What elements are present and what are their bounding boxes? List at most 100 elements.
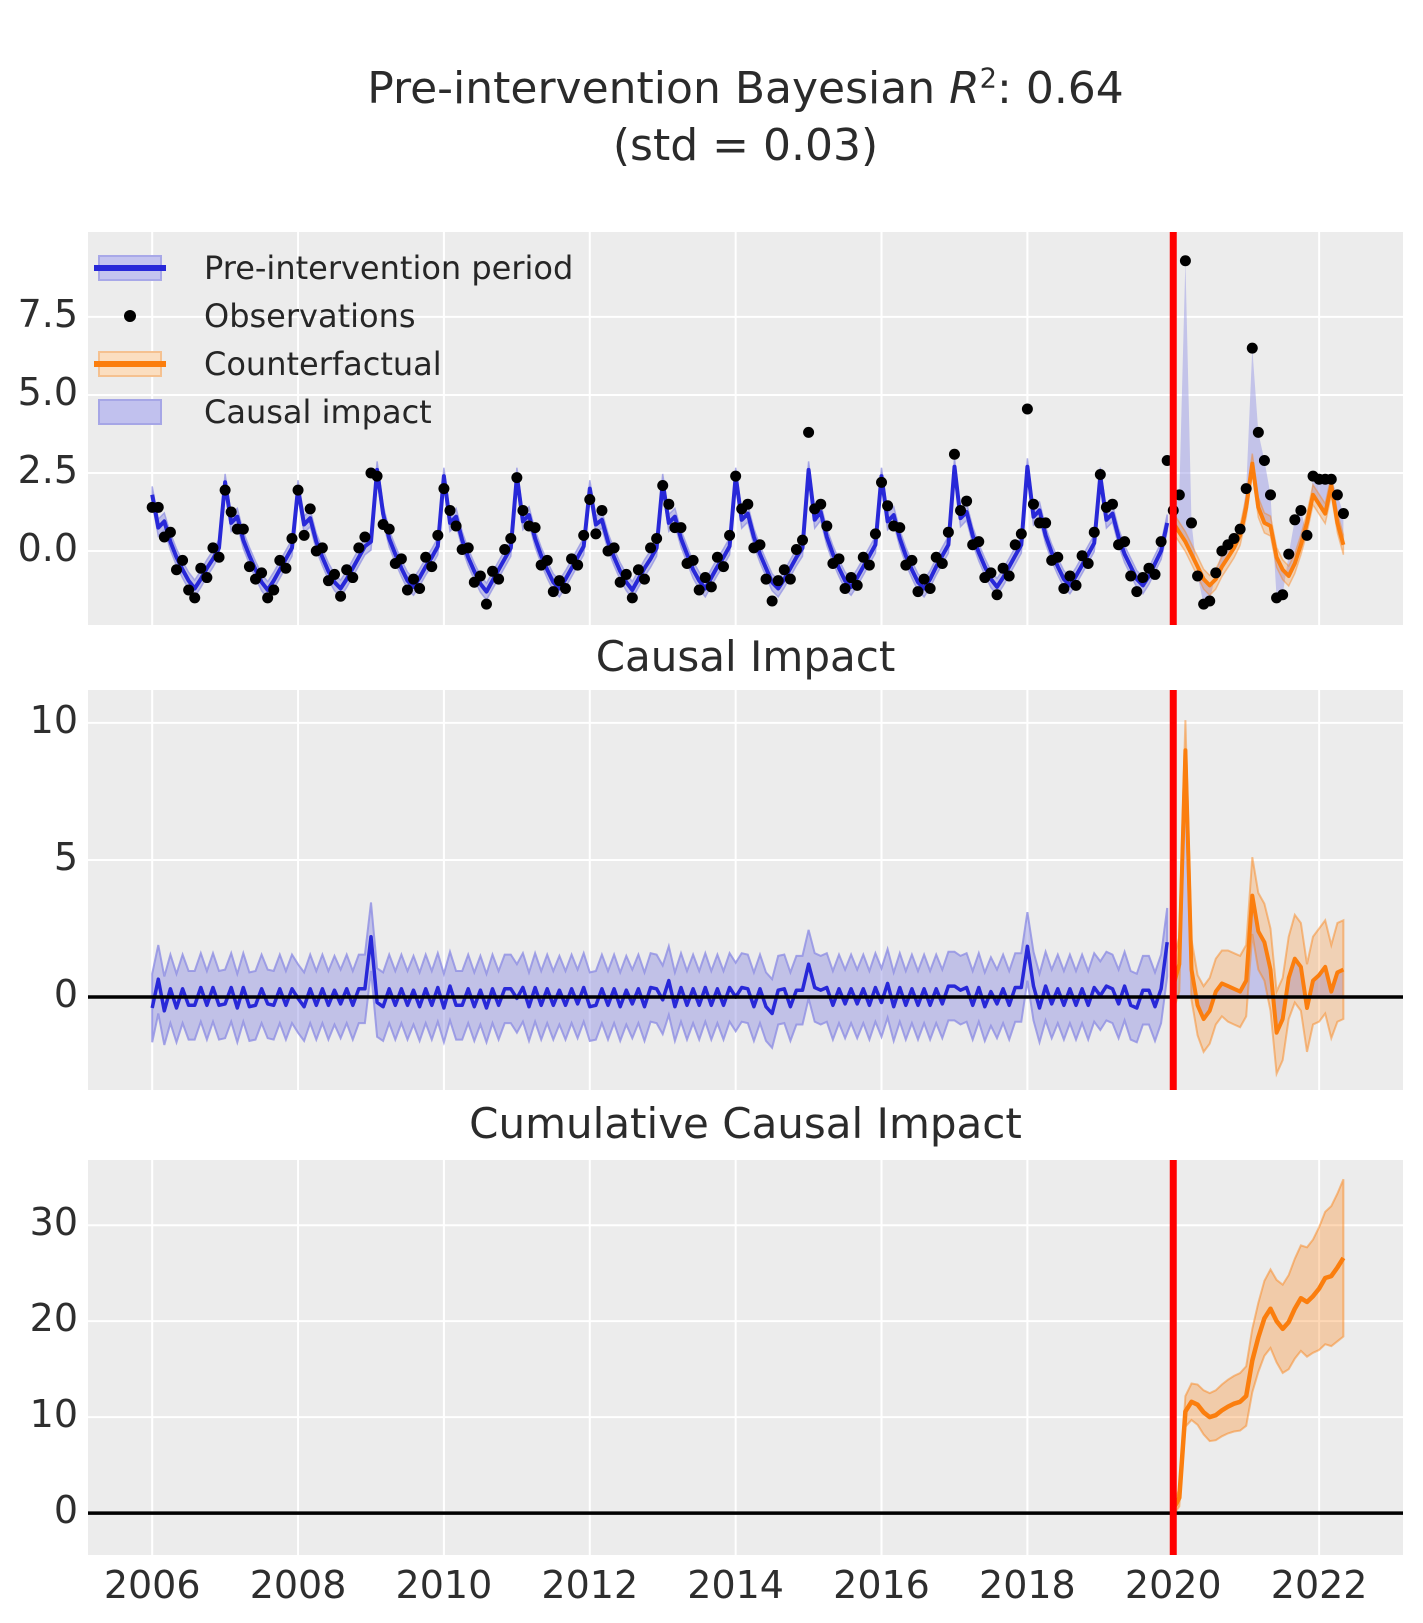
observation-dot bbox=[329, 568, 341, 580]
observation-dot bbox=[1070, 579, 1082, 591]
observation-dot bbox=[961, 495, 973, 507]
observation-dot bbox=[1021, 403, 1033, 415]
y-tick-label-top: 0.0 bbox=[17, 526, 78, 571]
observation-dot bbox=[383, 523, 395, 535]
blue-patch-swatch-icon bbox=[98, 399, 162, 425]
observation-dot bbox=[517, 504, 529, 516]
observation-dot bbox=[596, 504, 608, 516]
observation-dot bbox=[213, 551, 225, 563]
observation-dot bbox=[687, 554, 699, 566]
observation-dot bbox=[997, 562, 1009, 574]
observation-dot bbox=[371, 470, 383, 482]
y-tick-label-top: 7.5 bbox=[17, 291, 78, 336]
observation-dot bbox=[766, 595, 778, 607]
impact-line-post bbox=[1171, 748, 1345, 1035]
x-tick-label: 2016 bbox=[833, 1563, 930, 1607]
legend-item-pre-intervention: Pre-intervention period bbox=[94, 244, 573, 292]
observation-dot bbox=[894, 522, 906, 534]
cumulative-band bbox=[1172, 1178, 1345, 1519]
observation-dot bbox=[1179, 255, 1191, 267]
middle-panel-title: Causal Impact bbox=[595, 632, 896, 681]
observation-dot bbox=[973, 536, 985, 548]
orange-line-band-swatch-icon bbox=[94, 351, 166, 377]
bottom-panel-background bbox=[88, 1160, 1403, 1555]
observation-dot bbox=[839, 582, 851, 594]
observation-dot bbox=[1058, 582, 1070, 594]
observation-dot bbox=[1204, 595, 1216, 607]
observation-dot bbox=[614, 576, 626, 588]
x-tick-label: 2020 bbox=[1124, 1563, 1222, 1607]
observation-dot bbox=[395, 553, 407, 565]
observation-dot bbox=[195, 562, 207, 574]
observation-dot bbox=[1240, 483, 1252, 495]
observation-dot bbox=[1015, 528, 1027, 540]
observation-dot bbox=[426, 561, 438, 573]
observation-dot bbox=[638, 573, 650, 585]
observation-dot bbox=[164, 526, 176, 538]
observation-dot bbox=[942, 526, 954, 538]
observation-dot bbox=[1228, 533, 1240, 545]
impact-band-post bbox=[1172, 720, 1345, 1078]
observation-dot bbox=[414, 582, 426, 594]
observation-dot bbox=[991, 589, 1003, 601]
observation-dot bbox=[499, 543, 511, 555]
observation-dot bbox=[256, 567, 268, 579]
observation-dot bbox=[797, 534, 809, 546]
observation-dot bbox=[1052, 551, 1064, 563]
observation-dot bbox=[152, 501, 164, 513]
observation-dot bbox=[1283, 548, 1295, 560]
observation-dot bbox=[1106, 498, 1118, 510]
observation-dot bbox=[201, 572, 213, 584]
observation-dot bbox=[1325, 473, 1337, 485]
impact-causal-fill bbox=[1173, 750, 1344, 1033]
observation-dot bbox=[347, 572, 359, 584]
observation-dot bbox=[1295, 504, 1307, 516]
observation-dot bbox=[487, 565, 499, 577]
observation-dot bbox=[1149, 568, 1161, 580]
observation-dot bbox=[183, 584, 195, 596]
observation-dot bbox=[268, 584, 280, 596]
observation-dot bbox=[1003, 570, 1015, 582]
observation-dot bbox=[298, 529, 310, 541]
observation-dot bbox=[1009, 539, 1021, 551]
figure-title: Pre-intervention Bayesian R2: 0.64 (std … bbox=[88, 60, 1403, 174]
observation-dot bbox=[936, 558, 948, 570]
observation-dot bbox=[353, 542, 365, 554]
observation-dot bbox=[906, 554, 918, 566]
observation-dot bbox=[1119, 536, 1131, 548]
observation-dot bbox=[474, 570, 486, 582]
impact-line-pre bbox=[150, 934, 1169, 1016]
observation-dot bbox=[1277, 589, 1289, 601]
observation-dot bbox=[912, 586, 924, 598]
y-tick-label-middle: 10 bbox=[29, 697, 78, 742]
y-tick-label-middle: 0 bbox=[53, 972, 78, 1017]
observation-dot bbox=[772, 575, 784, 587]
observation-dot bbox=[1131, 586, 1143, 598]
observation-dot bbox=[1155, 536, 1167, 548]
observation-dot bbox=[274, 554, 286, 566]
observation-dot bbox=[760, 573, 772, 585]
observation-dot bbox=[401, 584, 413, 596]
observation-dot bbox=[1082, 558, 1094, 570]
observation-dot bbox=[359, 531, 371, 543]
observation-dot bbox=[869, 528, 881, 540]
observation-dot bbox=[1137, 572, 1149, 584]
observation-dot bbox=[1064, 570, 1076, 582]
observation-dot bbox=[1040, 517, 1052, 529]
observation-dot bbox=[225, 506, 237, 518]
observation-dot bbox=[918, 573, 930, 585]
observation-dot bbox=[547, 586, 559, 598]
observation-dot bbox=[863, 559, 875, 571]
observation-dot bbox=[1192, 570, 1204, 582]
observation-dot bbox=[955, 504, 967, 516]
pre-fit-line bbox=[150, 464, 1170, 594]
blue-line-band-swatch-icon bbox=[94, 255, 166, 281]
observation-dot bbox=[304, 503, 316, 515]
impact-band-pre bbox=[151, 902, 1169, 1050]
legend-label: Counterfactual bbox=[204, 345, 442, 383]
legend-item-counterfactual: Counterfactual bbox=[94, 340, 573, 388]
observation-dot bbox=[626, 592, 638, 604]
observation-dot bbox=[876, 476, 888, 488]
observation-dot bbox=[1125, 570, 1137, 582]
observation-dot bbox=[1252, 426, 1264, 438]
